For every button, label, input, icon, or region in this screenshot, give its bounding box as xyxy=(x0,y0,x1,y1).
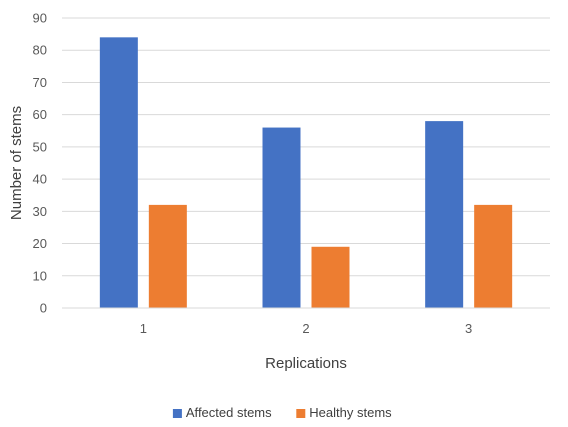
bar-healthy-stems-3 xyxy=(474,204,513,308)
x-axis-title: Replications xyxy=(265,355,347,372)
legend: Affected stems Healthy stems xyxy=(172,405,392,420)
y-tick-label: 0 xyxy=(40,301,47,316)
x-tick-label: 2 xyxy=(302,321,309,336)
y-tick-label: 40 xyxy=(33,172,47,187)
x-tick-label: 1 xyxy=(140,321,147,336)
bar-healthy-stems-2 xyxy=(311,246,350,308)
x-axis-ticks: 1 2 3 xyxy=(140,321,473,336)
y-tick-label: 20 xyxy=(33,236,47,251)
y-tick-label: 70 xyxy=(33,75,47,90)
y-axis-ticks: 0 10 20 30 40 50 60 70 80 90 xyxy=(33,11,47,316)
legend-label: Healthy stems xyxy=(309,405,392,420)
legend-label: Affected stems xyxy=(186,405,272,420)
bar-affected-stems-3 xyxy=(425,121,464,308)
y-tick-label: 90 xyxy=(33,11,47,26)
gridlines xyxy=(62,17,550,277)
bar-healthy-stems-1 xyxy=(148,204,187,308)
y-tick-label: 50 xyxy=(33,139,47,154)
y-tick-label: 60 xyxy=(33,107,47,122)
bar-affected-stems-1 xyxy=(99,37,138,308)
bar-affected-stems-2 xyxy=(262,127,301,308)
legend-swatch-healthy-stems xyxy=(296,409,306,418)
x-tick-label: 3 xyxy=(465,321,472,336)
bars xyxy=(99,37,513,308)
y-tick-label: 30 xyxy=(33,204,47,219)
y-axis-title: Number of stems xyxy=(8,106,25,220)
y-tick-label: 10 xyxy=(33,268,47,283)
legend-swatch-affected-stems xyxy=(172,409,182,418)
y-tick-label: 80 xyxy=(33,43,47,58)
